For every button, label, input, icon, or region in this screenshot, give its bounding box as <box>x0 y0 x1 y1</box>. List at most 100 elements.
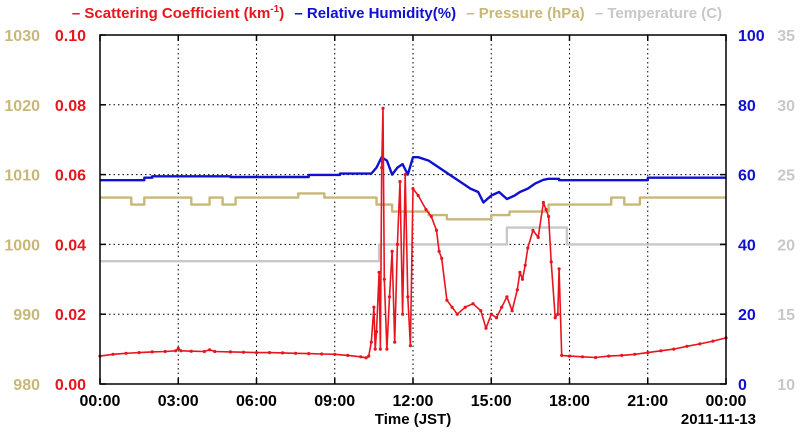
data-point-scattering <box>549 260 553 264</box>
y-tick-label-temperature: 35 <box>777 28 795 45</box>
y-tick-label-temperature: 25 <box>777 168 795 185</box>
data-point-scattering <box>111 352 115 356</box>
x-tick-label: 00:00 <box>80 393 121 410</box>
y-tick-label-scattering: 0.02 <box>55 307 86 324</box>
date-label: 2011-11-13 <box>681 411 756 428</box>
data-point-scattering <box>137 351 141 355</box>
data-point-scattering <box>406 295 410 299</box>
data-point-scattering <box>489 312 493 316</box>
data-point-scattering <box>382 277 386 281</box>
data-point-scattering <box>557 267 561 271</box>
y-tick-label-pressure: 1020 <box>4 98 40 115</box>
data-point-scattering <box>401 312 405 316</box>
data-point-scattering <box>440 256 444 260</box>
data-point-scattering <box>646 351 650 355</box>
series-line-temperature <box>100 226 726 263</box>
data-point-scattering <box>163 349 167 354</box>
data-point-scattering <box>711 339 715 343</box>
data-point-scattering <box>633 352 637 356</box>
data-point-scattering <box>202 349 206 354</box>
series-line-humidity <box>100 155 726 204</box>
y-tick-label-pressure: 990 <box>13 307 40 324</box>
data-point-scattering <box>213 349 217 354</box>
y-tick-label-humidity: 60 <box>738 168 756 185</box>
data-point-scattering <box>594 355 598 360</box>
data-point-scattering <box>523 263 527 267</box>
data-point-scattering <box>241 350 246 354</box>
data-point-scattering <box>437 249 441 253</box>
chart-legend: – Scattering Coefficient (km-1) – Relati… <box>0 4 800 22</box>
data-point-scattering <box>526 246 530 250</box>
data-point-scattering <box>378 347 382 351</box>
x-tick-label: 00:00 <box>706 393 747 410</box>
y-tick-label-pressure: 980 <box>13 377 40 394</box>
legend-text-scattering: – Scattering Coefficient (km <box>71 5 271 22</box>
data-point-scattering <box>254 351 259 355</box>
data-point-scattering <box>463 305 467 309</box>
data-point-scattering <box>672 347 676 351</box>
x-tick-label: 09:00 <box>314 393 355 410</box>
data-point-scattering <box>553 316 557 320</box>
y-tick-label-scattering: 0.08 <box>55 98 86 115</box>
data-point-scattering <box>567 354 572 358</box>
data-point-scattering <box>429 214 433 219</box>
data-point-scattering <box>294 351 298 355</box>
data-point-scattering <box>510 309 514 313</box>
data-point-scattering <box>531 228 535 232</box>
data-point-scattering <box>176 346 180 350</box>
data-point-scattering <box>416 193 420 198</box>
legend-tail-scattering: ) <box>279 5 285 22</box>
data-point-scattering <box>208 348 212 352</box>
data-point-scattering <box>390 249 394 253</box>
data-point-scattering <box>372 305 376 309</box>
data-point-scattering <box>395 242 399 246</box>
data-point-scattering <box>424 207 428 212</box>
series-layer <box>98 106 728 360</box>
data-point-scattering <box>541 200 546 205</box>
y-tick-label-humidity: 80 <box>738 98 756 115</box>
data-point-scattering <box>369 340 373 344</box>
y-tick-label-humidity: 0 <box>738 377 747 394</box>
y-tick-label-pressure: 1000 <box>4 237 40 254</box>
legend-sup-scattering: -1 <box>270 4 280 15</box>
data-point-scattering <box>445 298 449 302</box>
data-point-scattering <box>607 354 611 358</box>
y-tick-label-humidity: 40 <box>738 237 756 254</box>
data-point-scattering <box>520 277 525 281</box>
data-point-scattering <box>455 312 459 316</box>
data-point-scattering <box>267 351 272 355</box>
data-point-scattering <box>373 347 377 351</box>
y-tick-label-temperature: 30 <box>777 98 795 115</box>
data-point-scattering <box>398 180 402 184</box>
data-point-scattering <box>434 228 439 232</box>
data-point-scattering <box>228 350 232 354</box>
data-point-scattering <box>150 350 154 354</box>
data-point-scattering <box>403 173 407 177</box>
y-tick-label-scattering: 0.04 <box>55 237 86 254</box>
data-point-scattering <box>124 351 128 355</box>
data-point-scattering <box>320 352 324 356</box>
y-tick-label-temperature: 15 <box>777 307 795 324</box>
data-point-scattering <box>346 353 350 357</box>
data-point-scattering <box>381 106 385 110</box>
data-point-scattering <box>179 349 183 353</box>
y-tick-label-pressure: 1030 <box>4 28 40 45</box>
data-point-scattering <box>374 330 379 334</box>
legend-item-temperature: – Temperature (C) <box>594 5 723 22</box>
data-point-scattering <box>359 355 363 359</box>
series-line-scattering <box>99 107 727 359</box>
data-point-scattering <box>387 295 392 299</box>
data-point-scattering <box>281 351 285 355</box>
data-point-scattering <box>380 166 384 170</box>
data-point-scattering <box>518 270 522 274</box>
x-tick-label: 18:00 <box>549 393 590 410</box>
x-tick-label: 15:00 <box>471 393 512 410</box>
y-tick-label-temperature: 20 <box>777 237 795 254</box>
data-point-scattering <box>500 305 504 309</box>
legend-item-pressure: – Pressure (hPa) <box>466 5 585 22</box>
data-point-scattering <box>659 349 663 353</box>
grid <box>100 35 726 384</box>
data-point-scattering <box>494 316 499 320</box>
data-point-scattering <box>367 354 371 358</box>
data-point-scattering <box>479 309 483 313</box>
